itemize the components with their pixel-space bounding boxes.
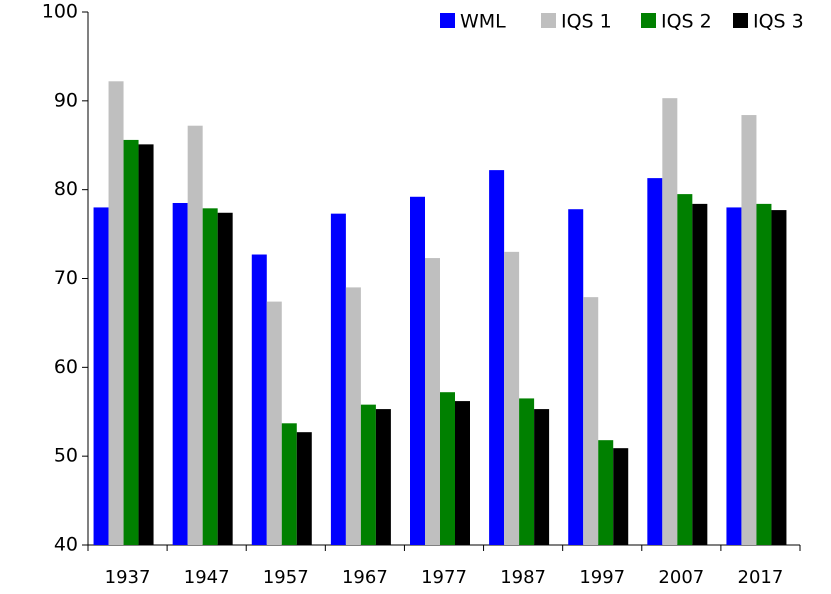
legend-swatch xyxy=(641,13,656,28)
y-tick-label: 100 xyxy=(42,1,78,23)
bar xyxy=(583,297,599,545)
bar xyxy=(534,409,550,545)
legend-label: IQS 1 xyxy=(561,11,612,33)
bar xyxy=(519,398,535,545)
bar xyxy=(613,448,629,545)
bar xyxy=(296,432,312,545)
bar xyxy=(647,178,663,545)
y-tick-label: 60 xyxy=(54,356,78,378)
bar xyxy=(756,203,772,545)
y-tick-label: 70 xyxy=(54,267,78,289)
bar xyxy=(330,213,346,545)
x-tick-label: 1967 xyxy=(342,567,388,588)
bar xyxy=(741,115,757,546)
bar xyxy=(504,251,520,545)
bar xyxy=(172,202,188,545)
bar xyxy=(360,404,376,545)
x-tick-label: 1957 xyxy=(263,567,309,588)
legend-label: IQS 2 xyxy=(661,11,712,33)
bar xyxy=(266,301,282,545)
legend-swatch xyxy=(541,13,556,28)
bar xyxy=(598,440,614,545)
bar xyxy=(187,125,203,545)
bar xyxy=(771,210,787,545)
x-tick-label: 2007 xyxy=(658,567,704,588)
bar xyxy=(455,401,470,545)
y-tick-label: 90 xyxy=(54,89,78,111)
bar xyxy=(726,207,742,545)
y-tick-label: 50 xyxy=(54,445,78,467)
x-tick-label: 1997 xyxy=(579,567,625,588)
bar xyxy=(489,170,505,545)
x-tick-label: 2017 xyxy=(738,567,784,588)
bar xyxy=(375,409,391,545)
bar xyxy=(345,287,361,545)
bar xyxy=(281,423,297,545)
bar xyxy=(93,207,109,545)
bar xyxy=(692,203,708,545)
bar xyxy=(217,212,233,545)
legend-label: WML xyxy=(460,11,506,33)
y-tick-label: 40 xyxy=(54,534,78,556)
bar xyxy=(251,254,267,545)
bar xyxy=(425,258,440,545)
bar xyxy=(410,196,425,546)
bar xyxy=(123,139,139,546)
bar xyxy=(677,194,693,545)
bar xyxy=(568,209,584,545)
bar xyxy=(202,208,218,546)
bar xyxy=(440,392,455,545)
legend-label: IQS 3 xyxy=(753,11,804,33)
x-tick-label: 1987 xyxy=(500,567,546,588)
x-tick-label: 1977 xyxy=(421,567,467,588)
bar xyxy=(138,144,154,545)
x-tick-label: 1947 xyxy=(184,567,230,588)
bar xyxy=(108,81,124,545)
bar xyxy=(662,98,678,545)
legend-swatch xyxy=(440,13,455,28)
legend-swatch xyxy=(733,13,748,28)
x-tick-label: 1937 xyxy=(105,567,151,588)
y-tick-label: 80 xyxy=(54,178,78,200)
